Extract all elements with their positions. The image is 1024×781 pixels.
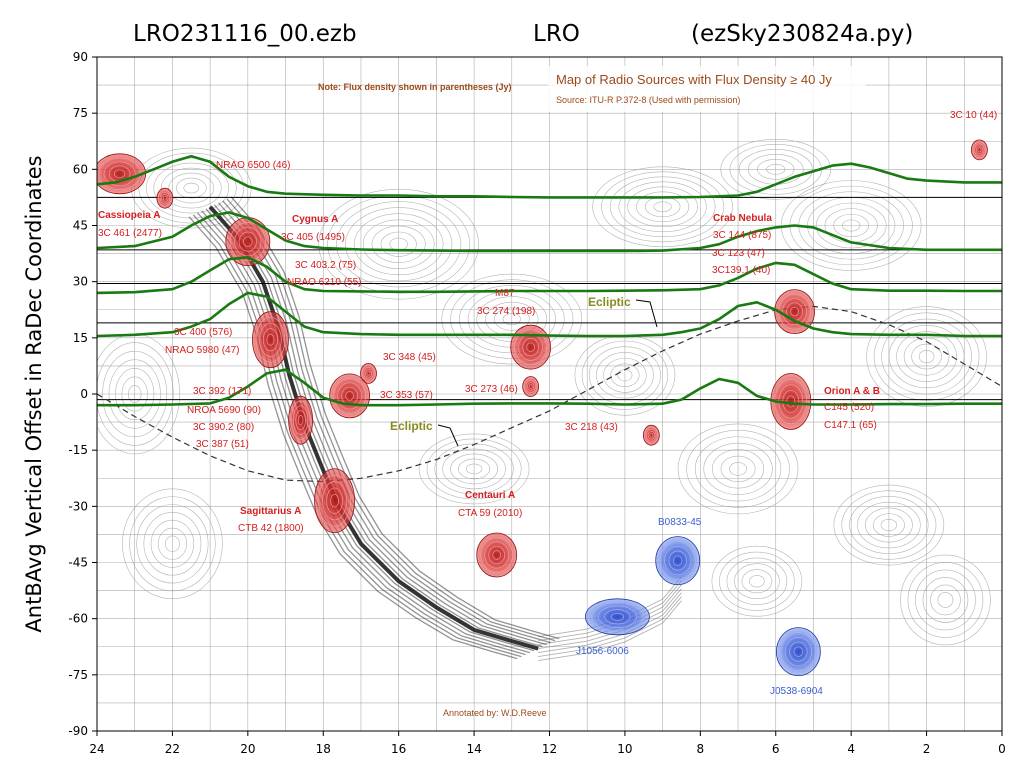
series-line-4 <box>97 291 1002 338</box>
ecliptic-curve <box>97 305 1002 483</box>
radio-source-3c-218 <box>642 424 660 446</box>
x-tick-label: 20 <box>240 742 255 756</box>
y-tick-label: -90 <box>68 724 88 738</box>
source-label: Cassiopeia A <box>98 210 160 221</box>
y-tick-label: -60 <box>68 612 88 626</box>
y-tick-label: 90 <box>73 50 88 64</box>
radio-source-3c-400 <box>252 311 289 369</box>
map-title: Map of Radio Sources with Flux Density ≥… <box>556 72 832 87</box>
source-label: NRAO 6500 (46) <box>216 160 290 171</box>
title-center: LRO <box>533 21 580 47</box>
ecliptic-label-upper: Ecliptic <box>588 295 631 309</box>
source-label: 3C 348 (45) <box>383 352 436 363</box>
map-annotations: Note: Flux density shown in parentheses … <box>98 66 997 718</box>
y-tick-label: 60 <box>73 162 88 176</box>
radio-source-3c-274 <box>510 324 552 370</box>
source-label: NRAO 6210 (55) <box>287 277 361 288</box>
x-axis-ticks: 24 22 20 18 16 14 12 10 8 6 4 2 0 <box>89 731 1006 756</box>
source-label: 3C 405 (1495) <box>281 232 345 243</box>
source-label: J0538-6904 <box>770 686 823 697</box>
y-tick-label: -15 <box>68 443 88 457</box>
source-label: 3C 403.2 (75) <box>295 260 356 271</box>
source-label: CTA 59 (2010) <box>458 508 522 519</box>
title-right: (ezSky230824a.py) <box>691 21 913 47</box>
source-label: 3C 392 (171) <box>193 386 251 397</box>
source-label: Cygnus A <box>292 214 338 225</box>
y-tick-label: 75 <box>73 106 88 120</box>
source-label: Orion A & B <box>824 386 880 397</box>
series-line-5 <box>97 368 1002 407</box>
radio-source-sagittarius-a <box>314 468 355 534</box>
data-series <box>97 154 1002 407</box>
series-line-3 <box>97 256 1002 295</box>
radio-sources <box>97 139 988 677</box>
y-axis-label: AntBAvg Vertical Offset in RaDec Coordin… <box>22 155 46 632</box>
y-tick-label: -45 <box>68 556 88 570</box>
annotated-by: Annotated by: W.D.Reeve <box>443 708 547 718</box>
radio-source-centauri-a <box>476 532 518 578</box>
radio-source-nrao-5690 <box>288 395 314 445</box>
source-label: 3C 400 (576) <box>174 327 232 338</box>
series-line-2 <box>97 211 1002 253</box>
source-label: C145 (520) <box>824 402 874 413</box>
source-label: 3C 274 (198) <box>477 306 535 317</box>
radio-source-j1056-6006 <box>584 598 650 636</box>
radio-source-3c-461 <box>156 187 174 209</box>
source-label: C147.1 (65) <box>824 420 877 431</box>
source-label: 3C 144 (875) <box>713 230 771 241</box>
map-source: Source: ITU-R P.372-8 (Used with permiss… <box>556 95 740 105</box>
source-label: 3C 10 (44) <box>950 110 997 121</box>
x-tick-label: 6 <box>772 742 780 756</box>
ecliptic-label-lower: Ecliptic <box>390 419 433 433</box>
radio-source-j0538-6904 <box>775 627 821 677</box>
radio-source-orion-a-b <box>770 373 812 430</box>
flux-note: Note: Flux density shown in parentheses … <box>318 82 512 92</box>
source-label: 3C 461 (2477) <box>98 228 162 239</box>
source-label: 3C 218 (43) <box>565 422 618 433</box>
radio-source-3c-348 <box>360 363 377 384</box>
source-label: 3C 123 (47) <box>712 248 765 259</box>
y-tick-label: 0 <box>80 387 88 401</box>
y-tick-label: 30 <box>73 275 88 289</box>
source-label: CTB 42 (1800) <box>238 523 304 534</box>
source-label: B0833-45 <box>658 517 702 528</box>
x-tick-label: 4 <box>847 742 855 756</box>
series-line-1 <box>97 154 1002 199</box>
source-label: M87 <box>495 288 515 299</box>
source-label: J1056-6006 <box>576 646 629 657</box>
source-label: 3C 273 (46) <box>465 384 518 395</box>
source-label: 3C139.1 (40) <box>712 265 770 276</box>
x-tick-label: 12 <box>542 742 557 756</box>
x-tick-label: 10 <box>617 742 632 756</box>
x-tick-label: 14 <box>466 742 481 756</box>
radio-source-3c-273 <box>522 376 540 397</box>
source-labels: Cassiopeia A 3C 461 (2477) NRAO 6500 (46) C… <box>98 110 997 697</box>
radio-source-3c-353 <box>329 373 371 419</box>
x-tick-label: 8 <box>697 742 705 756</box>
radio-source-b0833-45 <box>655 536 701 586</box>
radio-source-cassiopeia-a <box>97 153 147 195</box>
source-label: Crab Nebula <box>713 213 772 224</box>
x-tick-label: 0 <box>998 742 1006 756</box>
source-label: NROA 5690 (90) <box>187 405 261 416</box>
source-label: Centauri A <box>465 490 515 501</box>
y-tick-label: 15 <box>73 331 88 345</box>
x-tick-label: 2 <box>923 742 931 756</box>
x-tick-label: 18 <box>316 742 331 756</box>
y-tick-label: -75 <box>68 668 88 682</box>
radio-source-3c-10 <box>970 139 988 161</box>
y-tick-label: -30 <box>68 499 88 513</box>
title-left: LRO231116_00.ezb <box>133 21 357 47</box>
x-tick-label: 24 <box>89 742 104 756</box>
source-label: NRAO 5980 (47) <box>165 345 239 356</box>
source-label: 3C 390.2 (80) <box>193 422 254 433</box>
x-tick-label: 16 <box>391 742 406 756</box>
x-tick-label: 22 <box>165 742 180 756</box>
y-tick-label: 45 <box>73 219 88 233</box>
source-label: 3C 387 (51) <box>196 439 249 450</box>
source-label: Sagittarius A <box>240 506 301 517</box>
source-label: 3C 353 (57) <box>380 390 433 401</box>
y-axis-ticks: 90 75 60 45 30 15 0 -15 -30 -45 -60 -75 -90 <box>68 50 97 738</box>
